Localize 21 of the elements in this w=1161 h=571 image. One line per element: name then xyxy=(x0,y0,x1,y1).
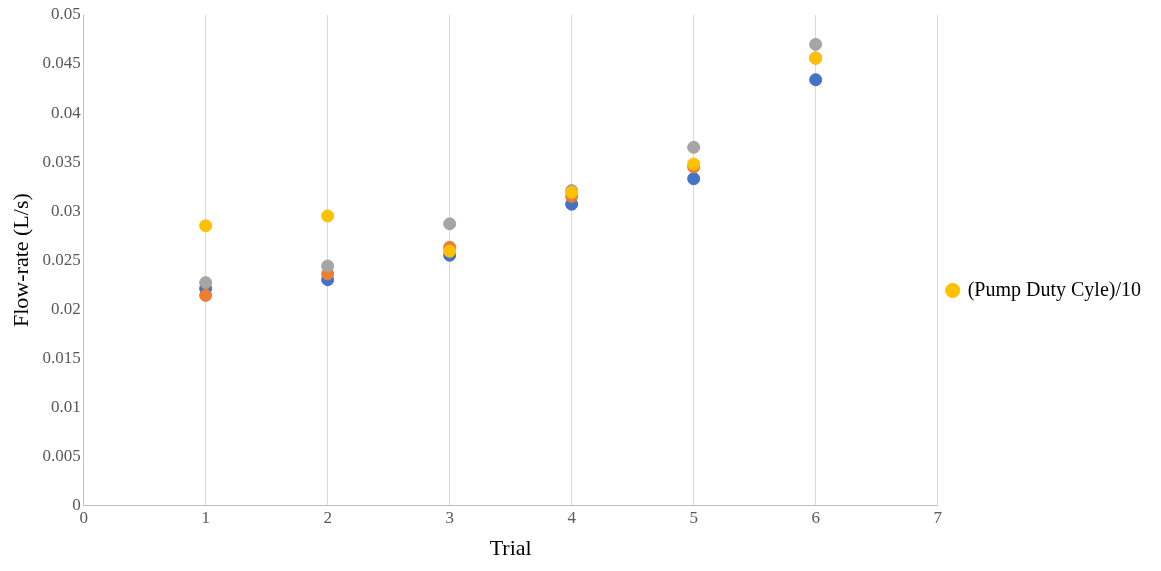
x-tick-label: 6 xyxy=(811,507,820,527)
y-tick-label: 0.02 xyxy=(50,298,81,318)
y-tick-label: 0 xyxy=(72,494,81,514)
y-tick-label: 0.005 xyxy=(42,445,81,465)
y-axis-title: Flow-rate (L/s) xyxy=(7,193,33,327)
x-tick-label: 5 xyxy=(689,507,698,527)
y-tick-label: 0.05 xyxy=(50,4,81,24)
y-tick-label: 0.04 xyxy=(50,102,82,122)
x-tick-label: 2 xyxy=(323,507,332,527)
x-axis-title: Trial xyxy=(489,534,532,560)
x-tick-label: 4 xyxy=(567,507,577,527)
y-tick-label: 0.025 xyxy=(42,249,81,269)
legend-label: (Pump Duty Cyle)/10 xyxy=(967,277,1142,301)
y-tick-label: 0.045 xyxy=(42,53,81,73)
y-tick-label: 0.03 xyxy=(50,200,81,220)
y-tick-label: 0.015 xyxy=(42,347,81,367)
x-tick-label: 7 xyxy=(933,507,943,527)
x-tick-label: 3 xyxy=(445,507,454,527)
x-tick-label: 1 xyxy=(201,507,210,527)
y-tick-label: 0.035 xyxy=(42,151,81,171)
y-tick-label: 0.01 xyxy=(50,396,81,416)
